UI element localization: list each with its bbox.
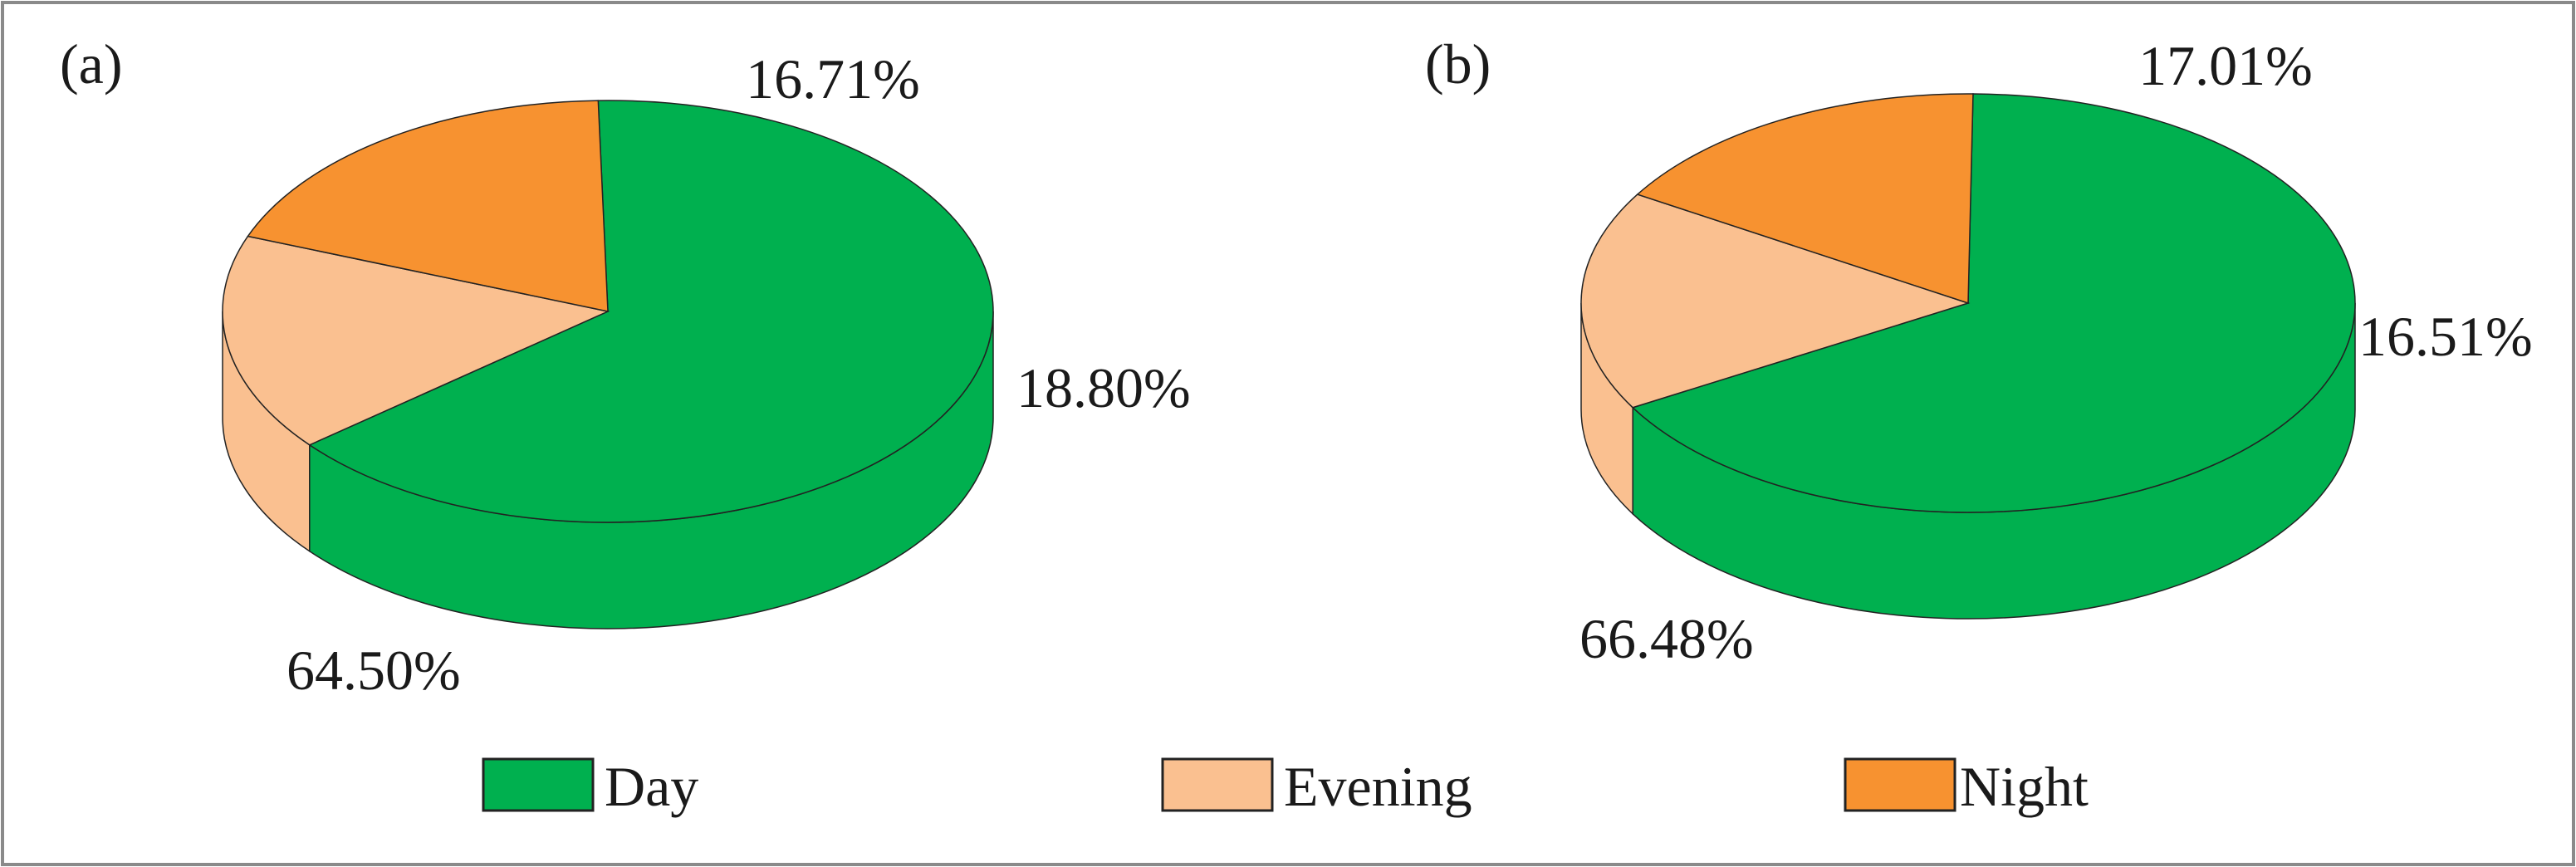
legend-swatch [482, 757, 595, 812]
panel-label: (b) [1425, 32, 1491, 96]
value-label-night: 16.51% [2358, 305, 2533, 368]
slice-day [308, 100, 994, 523]
slice-day [1631, 93, 2356, 513]
value-label-day: 66.48% [1579, 607, 1754, 670]
legend-item-evening: Evening [1161, 755, 1472, 818]
legend-label: Night [1960, 755, 2089, 818]
slice-night [247, 100, 609, 312]
pie-b: (b) 66.48% 17.01% 16.51% [1425, 32, 2533, 670]
legend-label: Day [605, 755, 698, 818]
legend: Day Evening Night [482, 755, 2089, 818]
pies-layer: (a) 64.50% 16.71% 18.80% (b) 66.48% 17.01% 16.5… [60, 32, 2533, 702]
legend-item-day: Day [482, 755, 698, 818]
pie-top [222, 100, 994, 523]
value-label-evening: 17.01% [2138, 34, 2313, 97]
pie-top [1580, 93, 2356, 513]
slice-evening [1580, 193, 1971, 409]
legend-label: Evening [1284, 755, 1472, 818]
value-label-night: 18.80% [1016, 356, 1191, 419]
slice-night [1636, 93, 1974, 305]
legend-item-night: Night [1844, 755, 2089, 818]
legend-swatch [1844, 757, 1956, 812]
value-label-day: 64.50% [286, 639, 461, 702]
pie-a: (a) 64.50% 16.71% 18.80% [60, 32, 1191, 702]
panel-label: (a) [60, 32, 122, 96]
value-label-evening: 16.71% [746, 47, 920, 110]
slice-evening [222, 235, 610, 446]
legend-swatch [1161, 757, 1274, 812]
